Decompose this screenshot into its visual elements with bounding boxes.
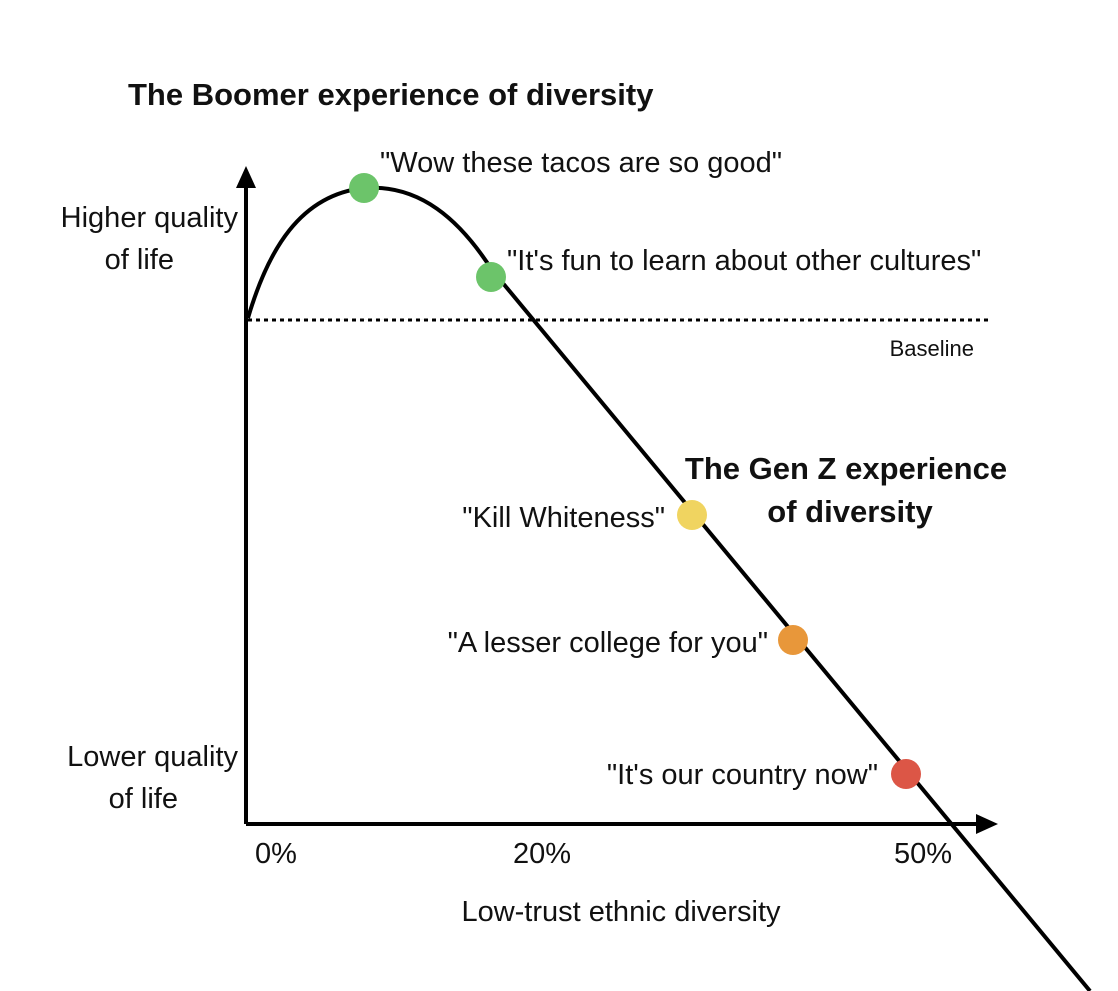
quality-of-life-curve: [246, 185, 1092, 991]
point-our-country: [891, 759, 921, 789]
baseline-label: Baseline: [890, 336, 974, 361]
quote-tacos: "Wow these tacos are so good": [380, 147, 782, 179]
point-kill-whiteness: [677, 500, 707, 530]
genz-title-line1: The Gen Z experience: [685, 451, 1007, 486]
x-tick-0: 0%: [255, 838, 297, 870]
y-axis-high-label-line2: of life: [105, 244, 174, 276]
y-axis-high-label-line1: Higher quality: [61, 202, 239, 234]
x-tick-50: 50%: [894, 838, 952, 870]
x-axis-arrowhead: [976, 814, 998, 834]
quote-cultures: "It's fun to learn about other cultures": [507, 245, 981, 277]
point-lesser-college: [778, 625, 808, 655]
quote-our-country: "It's our country now": [607, 759, 878, 791]
genz-title-line2: of diversity: [767, 494, 933, 529]
point-cultures: [476, 262, 506, 292]
quote-lesser-college: "A lesser college for you": [448, 627, 768, 659]
y-axis-arrowhead: [236, 166, 256, 188]
point-tacos: [349, 173, 379, 203]
x-axis-label: Low-trust ethnic diversity: [461, 896, 781, 928]
x-tick-20: 20%: [513, 838, 571, 870]
y-axis-low-label-line2: of life: [109, 783, 178, 815]
y-axis-low-label-line1: Lower quality: [67, 741, 238, 773]
boomer-title: The Boomer experience of diversity: [128, 77, 654, 112]
quote-kill-whiteness: "Kill Whiteness": [462, 502, 665, 534]
